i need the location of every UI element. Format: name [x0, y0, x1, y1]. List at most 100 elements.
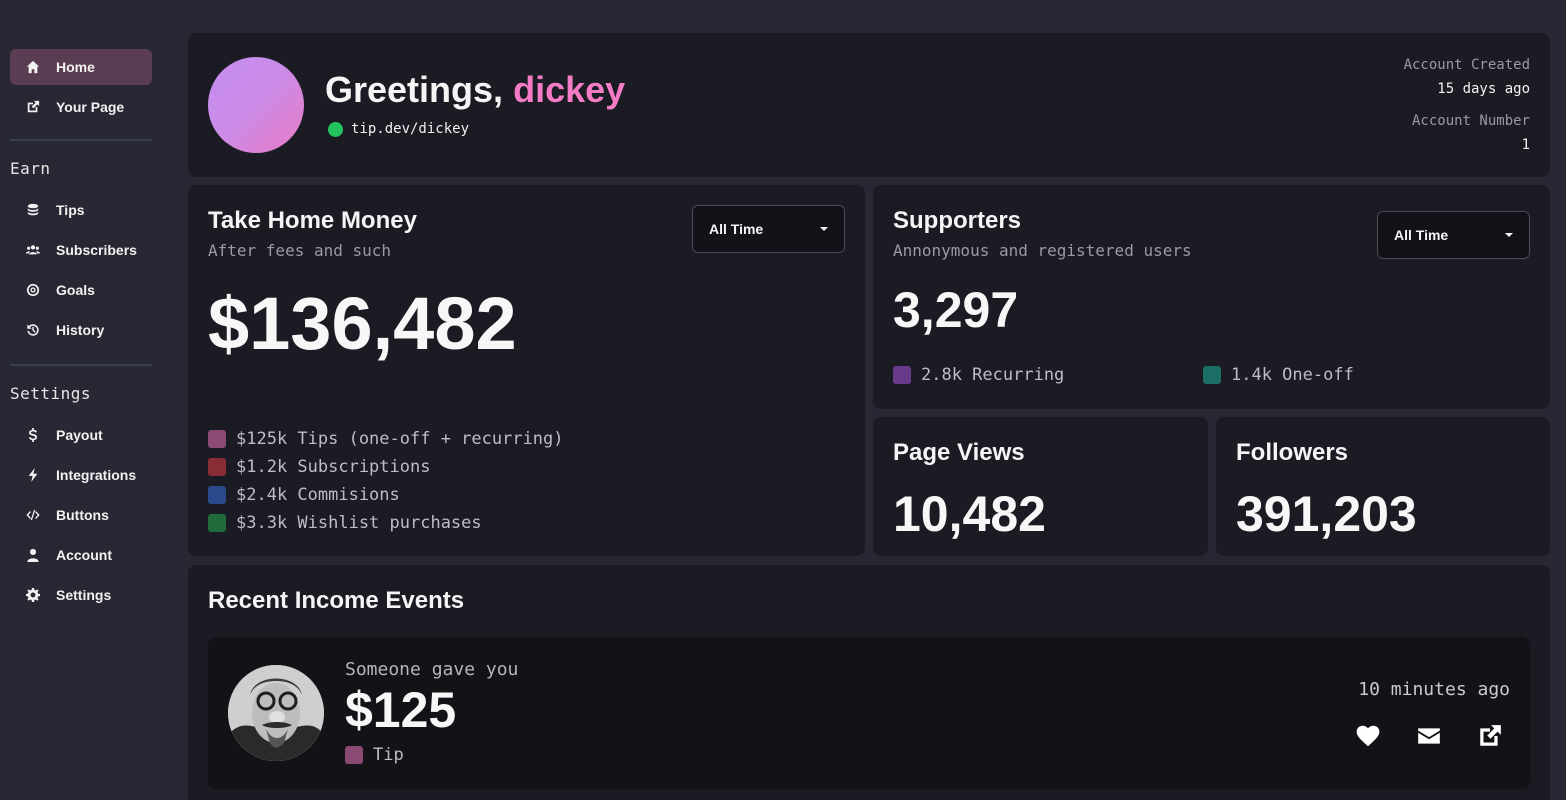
- legend-swatch: [208, 486, 226, 504]
- legend-swatch: [208, 458, 226, 476]
- legend-swatch: [893, 366, 911, 384]
- supporters-subtitle: Annonymous and registered users: [893, 241, 1192, 260]
- legend-swatch: [208, 430, 226, 448]
- history-icon: [26, 323, 40, 337]
- sidebar-item-label: Your Page: [56, 99, 125, 115]
- avatar[interactable]: [208, 57, 304, 153]
- legend-label: $125k Tips (one-off + recurring): [236, 429, 564, 449]
- sidebar-item-label: History: [56, 322, 105, 338]
- gear-icon: [26, 588, 40, 602]
- envelope-icon[interactable]: [1416, 723, 1442, 749]
- account-number: Account Number 1: [1412, 113, 1530, 153]
- event-type: Tip: [345, 741, 404, 769]
- bolt-icon: [26, 468, 40, 482]
- account-number-value: 1: [1521, 137, 1530, 153]
- external-link-icon: [26, 100, 40, 114]
- sidebar-item-label: Home: [56, 59, 95, 75]
- page-views-title: Page Views: [893, 439, 1025, 466]
- sidebar-item-label: Subscribers: [56, 242, 137, 258]
- caret-down-icon: [1505, 233, 1513, 237]
- caret-down-icon: [820, 227, 828, 231]
- legend-swatch: [1203, 366, 1221, 384]
- take-home-amount: $136,482: [208, 282, 517, 365]
- dropdown-value: All Time: [709, 221, 764, 237]
- legend-label: $1.2k Subscriptions: [236, 457, 431, 477]
- legend-item: $1.2k Subscriptions: [208, 453, 564, 481]
- legend-item: $125k Tips (one-off + recurring): [208, 425, 564, 453]
- code-icon: [26, 508, 40, 522]
- profile-url[interactable]: tip.dev/dickey: [328, 121, 469, 137]
- sidebar-item-label: Tips: [56, 202, 85, 218]
- legend-swatch: [208, 514, 226, 532]
- online-status-icon: [328, 121, 343, 137]
- sidebar-divider: [10, 364, 152, 366]
- sidebar: Home Your Page Earn Tips Subscribers Goa…: [10, 49, 152, 615]
- supporters-period-select[interactable]: All Time: [1377, 211, 1530, 259]
- sidebar-item-label: Goals: [56, 282, 95, 298]
- legend-item: $3.3k Wishlist purchases: [208, 509, 564, 537]
- sidebar-item-history[interactable]: History: [10, 310, 152, 350]
- target-icon: [26, 283, 40, 297]
- sidebar-item-label: Settings: [56, 587, 112, 603]
- sidebar-item-integrations[interactable]: Integrations: [10, 455, 152, 495]
- event-type-swatch: [345, 746, 363, 764]
- sidebar-item-tips[interactable]: Tips: [10, 190, 152, 230]
- sidebar-item-account[interactable]: Account: [10, 535, 152, 575]
- heart-icon[interactable]: [1355, 723, 1381, 749]
- sidebar-item-payout[interactable]: Payout: [10, 415, 152, 455]
- header-card: Greetings, dickey tip.dev/dickey Account…: [188, 33, 1550, 177]
- sidebar-item-label: Payout: [56, 427, 103, 443]
- supporters-title: Supporters: [893, 207, 1022, 234]
- sidebar-item-settings[interactable]: Settings: [10, 575, 152, 615]
- supporters-card: Supporters Annonymous and registered use…: [873, 185, 1550, 409]
- event-type-label: Tip: [373, 745, 404, 765]
- coins-icon: [26, 203, 40, 217]
- supporters-count: 3,297: [893, 282, 1019, 338]
- sidebar-item-your-page[interactable]: Your Page: [10, 89, 152, 125]
- sidebar-item-label: Buttons: [56, 507, 109, 523]
- greeting-text: Greetings,: [325, 69, 504, 110]
- account-number-label: Account Number: [1411, 113, 1530, 129]
- legend-label: 2.8k Recurring: [921, 365, 1065, 385]
- sidebar-item-subscribers[interactable]: Subscribers: [10, 230, 152, 270]
- sidebar-item-label: Integrations: [56, 467, 137, 483]
- users-icon: [26, 243, 40, 257]
- sidebar-item-buttons[interactable]: Buttons: [10, 495, 152, 535]
- event-label: Someone gave you: [345, 659, 519, 680]
- event-amount: $125: [345, 682, 457, 738]
- take-home-card: Take Home Money After fees and such All …: [188, 185, 865, 556]
- income-event[interactable]: Someone gave you $125 Tip 10 minutes ago: [208, 637, 1530, 789]
- user-icon: [26, 548, 40, 562]
- account-created-label: Account Created: [1403, 57, 1530, 73]
- account-created-value: 15 days ago: [1437, 81, 1530, 97]
- dropdown-value: All Time: [1394, 227, 1449, 243]
- section-title-settings: Settings: [10, 384, 92, 403]
- home-icon: [26, 60, 40, 74]
- legend-label: 1.4k One-off: [1231, 365, 1354, 385]
- sidebar-item-goals[interactable]: Goals: [10, 270, 152, 310]
- page-views-card: Page Views 10,482: [873, 417, 1208, 556]
- legend-item-oneoff: 1.4k One-off: [1203, 361, 1354, 389]
- take-home-legend: $125k Tips (one-off + recurring) $1.2k S…: [208, 425, 564, 537]
- take-home-title: Take Home Money: [208, 207, 417, 234]
- legend-label: $3.3k Wishlist purchases: [236, 513, 482, 533]
- followers-card: Followers 391,203: [1216, 417, 1550, 556]
- legend-label: $2.4k Commisions: [236, 485, 400, 505]
- page-title: Greetings, dickey: [325, 69, 625, 111]
- dollar-icon: [26, 428, 40, 442]
- supporter-avatar[interactable]: [228, 665, 324, 761]
- username: dickey: [513, 69, 626, 110]
- sidebar-item-home[interactable]: Home: [10, 49, 152, 85]
- followers-value: 391,203: [1236, 486, 1417, 542]
- sidebar-divider: [10, 139, 152, 141]
- legend-item: $2.4k Commisions: [208, 481, 564, 509]
- take-home-subtitle: After fees and such: [208, 241, 392, 260]
- page-views-value: 10,482: [893, 486, 1046, 542]
- section-title-earn: Earn: [10, 159, 51, 178]
- followers-title: Followers: [1236, 439, 1349, 466]
- legend-item-recurring: 2.8k Recurring: [893, 361, 1064, 389]
- take-home-period-select[interactable]: All Time: [692, 205, 845, 253]
- external-link-icon[interactable]: [1477, 723, 1503, 749]
- recent-income-card: Recent Income Events Someone gave you $1…: [188, 565, 1550, 800]
- event-time: 10 minutes ago: [1358, 679, 1510, 700]
